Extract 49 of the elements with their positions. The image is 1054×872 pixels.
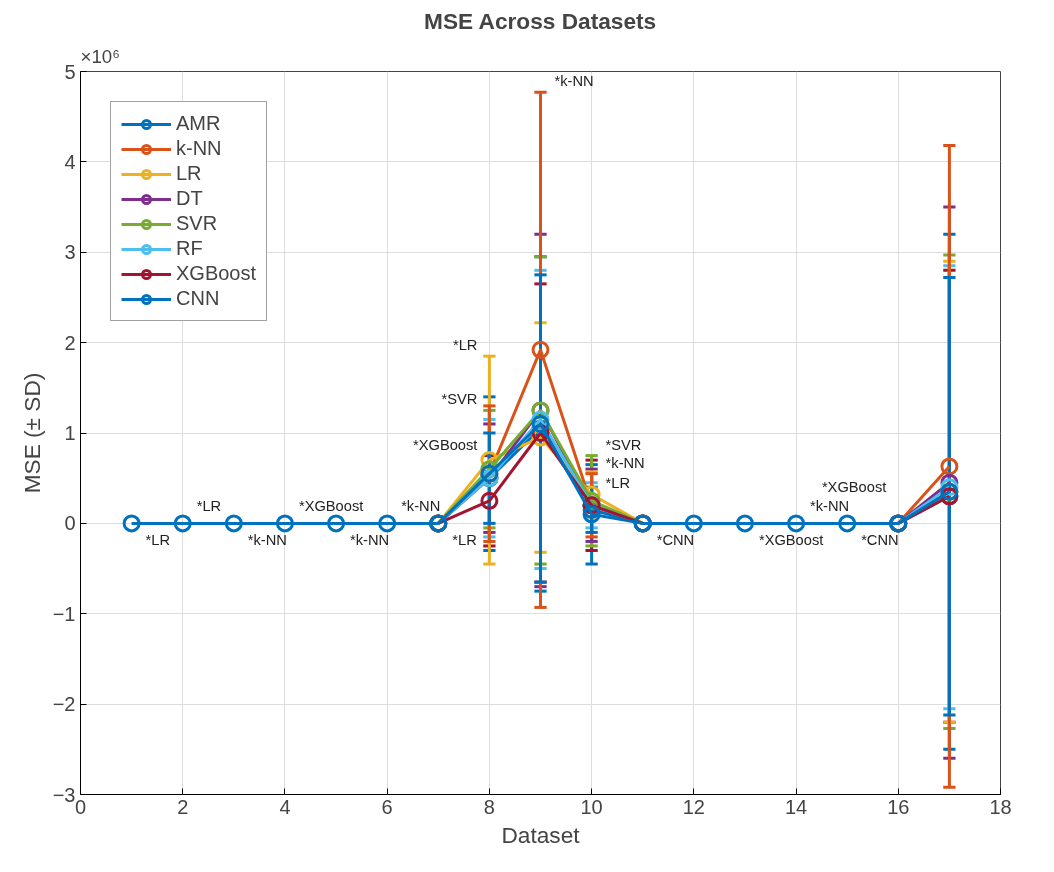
y-tick-label: 5 (64, 60, 76, 83)
legend-label: DT (176, 187, 203, 210)
annotation: *SVR (605, 436, 642, 453)
x-tick-label: 18 (989, 795, 1012, 818)
annotation: *k-NN (247, 532, 287, 549)
y-tick-label: 2 (64, 331, 76, 354)
annotation: *XGBoost (413, 436, 478, 453)
y-axis-title: MSE (± SD) (18, 372, 45, 494)
annotation: *XGBoost (298, 498, 364, 515)
annotation: *LR (452, 532, 477, 549)
annotation: *XGBoost (821, 479, 887, 496)
x-tick-label: 4 (279, 795, 291, 818)
y-tick-label: −3 (52, 783, 76, 806)
chart-title: MSE Across Datasets (424, 7, 657, 34)
annotation: *k-NN (554, 73, 594, 90)
x-tick-label: 8 (483, 795, 495, 818)
y-tick-label: 0 (64, 512, 76, 535)
y-tick-label: 4 (64, 150, 76, 173)
annotation: *LR (145, 532, 171, 549)
x-tick-label: 10 (580, 795, 603, 818)
annotation: *k-NN (350, 532, 390, 549)
annotation: *LR (605, 475, 631, 492)
y-tick-label: −1 (52, 602, 76, 625)
legend-label: RF (176, 237, 203, 260)
annotation: *k-NN (401, 498, 441, 515)
legend-label: CNN (176, 287, 220, 310)
annotation: *XGBoost (758, 532, 824, 549)
annotation: *CNN (861, 532, 899, 549)
x-tick-label: 12 (682, 795, 705, 818)
text: ×10⁶ (80, 45, 120, 67)
x-tick-label: 14 (784, 795, 808, 818)
x-tick-label: 2 (177, 795, 189, 818)
annotation: *LR (196, 498, 222, 515)
annotation: *k-NN (605, 454, 645, 471)
y-tick-label: 1 (64, 422, 76, 444)
annotation: *k-NN (810, 498, 850, 515)
legend-label: LR (176, 162, 202, 185)
annotation: *CNN (656, 532, 695, 549)
y-tick-label: 3 (64, 241, 76, 264)
legend-label: XGBoost (176, 262, 257, 285)
x-axis-title: Dataset (501, 821, 581, 848)
legend-label: k-NN (176, 137, 222, 160)
annotation: *SVR (441, 391, 478, 408)
annotation: *LR (452, 337, 478, 354)
y-tick-label: −2 (52, 693, 76, 716)
x-tick-label: 16 (887, 795, 910, 818)
x-tick-label: 6 (381, 795, 393, 818)
legend-label: AMR (176, 112, 221, 135)
legend-label: SVR (176, 212, 218, 235)
